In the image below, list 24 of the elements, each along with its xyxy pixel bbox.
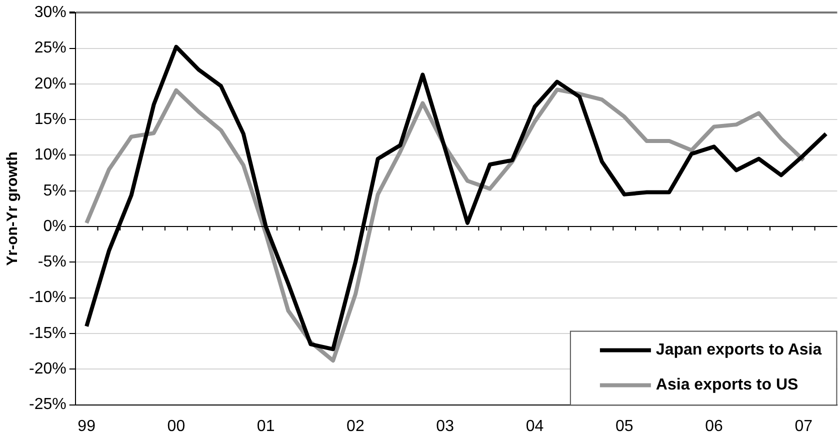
x-tick-label: 06: [705, 418, 723, 435]
y-tick-label: 5%: [43, 182, 66, 200]
x-tick-label: 07: [794, 418, 813, 435]
y-tick-label: 10%: [34, 146, 66, 164]
legend-label: Asia exports to US: [656, 376, 799, 394]
y-tick-label: -15%: [28, 324, 66, 342]
x-tick-label: 05: [615, 418, 634, 435]
x-tick-label: 04: [526, 418, 544, 435]
x-tick-label: 03: [436, 418, 454, 435]
y-tick-label: 30%: [34, 4, 66, 22]
y-tick-label: -5%: [38, 254, 66, 271]
y-tick-label: 25%: [34, 40, 66, 57]
y-tick-label: 15%: [34, 110, 66, 128]
legend-label: Japan exports to Asia: [656, 342, 822, 359]
x-tick-label: 00: [167, 418, 186, 435]
y-tick-label: -10%: [28, 289, 66, 306]
x-tick-label: 01: [256, 418, 275, 435]
x-tick-label: 02: [346, 418, 364, 435]
x-tick-label: 99: [78, 418, 96, 435]
y-tick-label: -25%: [28, 396, 66, 414]
y-axis-title: Yr-on-Yr growth: [4, 152, 22, 266]
y-tick-label: 0%: [43, 218, 66, 235]
y-tick-label: -20%: [28, 360, 66, 378]
y-tick-label: 20%: [34, 75, 66, 92]
